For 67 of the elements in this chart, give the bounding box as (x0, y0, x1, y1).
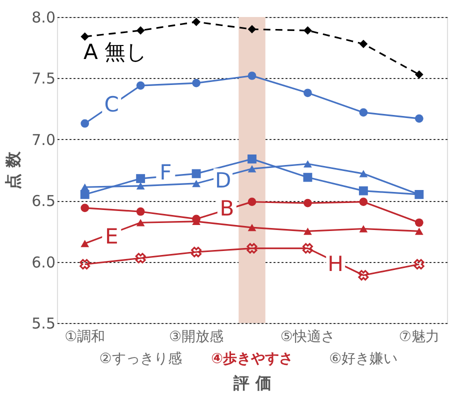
point (80, 204, 90, 212)
series-label: D (214, 168, 232, 192)
point (304, 198, 312, 208)
series-label: E (104, 224, 118, 248)
point (359, 40, 368, 48)
y-tick-label: 7.0 (32, 130, 56, 149)
x-tick-label: ③開放感 (169, 329, 224, 345)
point (414, 218, 424, 227)
point (304, 88, 312, 98)
x-tick-label: ④歩きやすさ (211, 351, 293, 367)
point (136, 219, 145, 226)
point (414, 228, 424, 235)
point (80, 190, 90, 199)
point (414, 114, 424, 123)
point (414, 70, 424, 79)
point (80, 119, 90, 128)
x-axis-title: 評 価 (232, 374, 272, 392)
point (248, 154, 256, 164)
point (80, 184, 90, 191)
x-tick-label: ⑦魅力 (398, 329, 440, 345)
y-axis-title: 点 数 (4, 150, 23, 190)
point (192, 18, 200, 26)
point (136, 26, 145, 35)
point (358, 270, 369, 280)
point (414, 259, 424, 270)
series-label: F (160, 160, 172, 184)
point (136, 207, 145, 216)
point (192, 180, 200, 188)
point (304, 160, 312, 168)
point (192, 78, 200, 88)
point (359, 225, 368, 232)
series-label: A 無し (83, 40, 148, 64)
point (359, 170, 368, 178)
point (303, 172, 312, 182)
point (136, 174, 146, 184)
point (248, 198, 256, 206)
point (358, 186, 368, 196)
point (359, 198, 368, 206)
y-tick-label: 8.0 (32, 8, 56, 26)
point (192, 169, 201, 178)
y-tick-label: 7.5 (32, 70, 56, 88)
series-label: H (328, 252, 344, 276)
point (135, 252, 146, 264)
point (304, 228, 312, 235)
point (136, 81, 145, 90)
y-tick-label: 5.5 (32, 314, 56, 332)
point (359, 108, 368, 117)
point (302, 243, 313, 254)
point (248, 72, 256, 80)
x-tick-label: ②すっきり感 (99, 351, 182, 367)
point (248, 165, 256, 172)
point (304, 26, 312, 35)
point (80, 259, 90, 270)
series-label: C (104, 92, 119, 116)
point (248, 25, 256, 34)
y-tick-label: 6.0 (32, 253, 56, 272)
point (248, 224, 256, 232)
y-tick-label: 6.5 (32, 192, 56, 210)
point (80, 32, 90, 41)
point (136, 182, 145, 190)
point (191, 246, 202, 258)
point (246, 243, 258, 254)
x-tick-label: ①調和 (64, 329, 106, 345)
x-tick-label: ⑥好き嫌い (329, 351, 398, 367)
point (80, 240, 90, 248)
series-label: B (220, 196, 234, 221)
x-tick-label: ⑤快適さ (280, 329, 335, 345)
